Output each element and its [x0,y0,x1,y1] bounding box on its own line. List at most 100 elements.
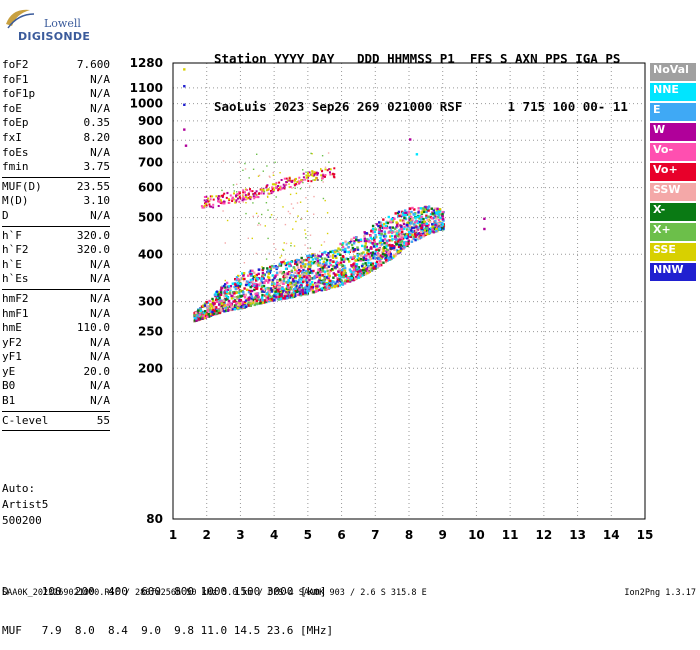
echo-point [302,176,305,179]
echo-point [279,264,283,267]
echo-point [275,248,277,250]
y-tick-label: 600 [138,181,163,195]
param-label: foEp [2,116,29,130]
echo-point [274,265,277,268]
param-label: D [2,208,9,222]
echo-point [399,235,402,238]
echo-point [217,195,220,198]
echo-point [260,279,263,282]
echo-point [411,233,414,237]
echo-point [264,287,267,290]
echo-point [327,152,330,154]
echo-point [344,272,347,275]
legend-item-vo-: Vo+ [650,163,696,181]
echo-point [311,258,315,261]
echo-point [324,263,327,267]
echo-point [262,277,265,280]
echo-point [380,243,384,246]
echo-point [287,279,290,282]
echo-point [365,248,368,252]
echo-point [313,171,316,174]
echo-point [314,281,317,285]
echo-point [311,170,314,173]
echo-point [273,294,276,298]
echo-point [292,266,296,269]
echo-point [304,229,306,231]
echo-point [271,186,274,189]
echo-point [326,212,329,214]
param-value: 3.75 [83,160,111,174]
echo-point [277,298,281,301]
echo-point [356,268,359,271]
echo-point [183,128,186,131]
echo-point [247,301,250,304]
logo-digisonde-text: DIGISONDE [18,30,91,43]
echo-point [302,273,304,275]
echo-point [282,277,286,281]
echo-point [274,286,277,290]
echo-point [329,250,332,254]
echo-point [341,269,344,272]
echo-point [434,223,437,226]
echo-point [420,228,423,231]
echo-point [356,266,359,269]
echo-point [413,223,416,226]
echo-point [306,254,309,258]
echo-point [297,260,300,264]
echo-point [278,264,281,267]
echo-point [262,284,266,288]
echo-point [234,284,238,287]
echo-point [253,303,256,307]
echo-point [351,257,354,261]
echo-point [294,262,297,265]
echo-point [241,199,244,202]
echo-point [248,289,251,293]
param-row: yE 20.0 [2,365,110,380]
echo-point [389,255,392,258]
echo-point [378,233,381,236]
echo-point [273,296,276,299]
echo-point [322,286,325,290]
echo-point [206,199,209,201]
echo-point [232,198,235,201]
echo-point [241,303,244,306]
echo-point [345,257,348,260]
param-label: fxI [2,130,22,144]
echo-point [357,240,360,244]
echo-point [224,279,226,282]
echo-point [367,267,371,270]
echo-point [426,215,430,218]
echo-point [343,282,347,285]
echo-point [420,226,423,230]
echo-point [212,206,215,209]
echo-point [261,299,264,302]
legend-item-e: E [650,103,696,121]
param-separator [2,176,110,178]
echo-point [277,185,280,187]
echo-point [298,292,302,295]
echo-point [243,262,246,264]
echo-point [312,269,315,273]
echo-point [202,311,206,314]
echo-point [313,261,316,264]
echo-point [428,231,432,234]
echo-point [297,179,300,182]
param-row: D N/A [2,209,110,224]
echo-point [384,257,387,260]
echo-point [249,198,252,201]
echo-point [275,186,278,189]
echo-point [302,269,305,272]
echo-point [329,171,331,174]
echo-point [359,259,363,262]
echo-point [386,244,390,247]
echo-point [343,258,346,261]
echo-point [307,176,309,179]
echo-point [342,269,346,272]
echo-point [203,199,206,202]
echo-point [418,217,421,220]
auto-version: 500200 [2,514,42,527]
echo-point [239,301,242,304]
auto-program: Artist5 [2,498,49,511]
param-value: 55 [96,413,110,427]
echo-point [288,177,291,180]
